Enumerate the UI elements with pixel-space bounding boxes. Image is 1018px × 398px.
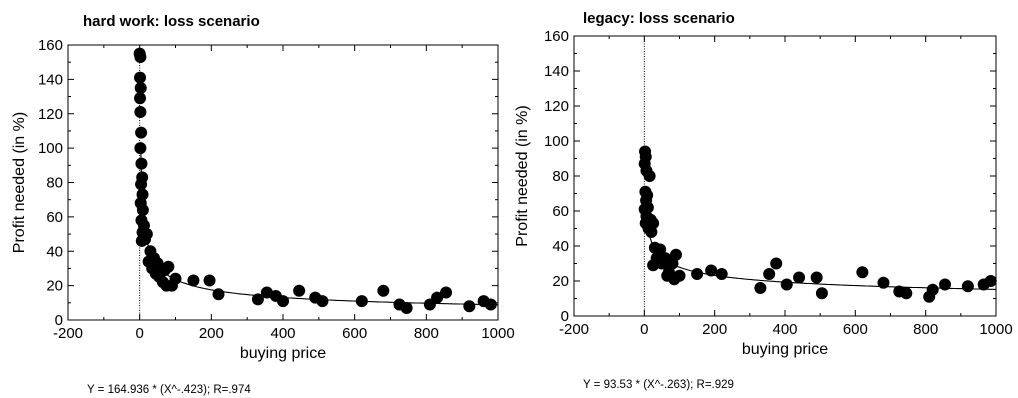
y-tick-label: 160 — [544, 28, 569, 45]
data-point — [134, 92, 147, 105]
data-point — [134, 142, 147, 155]
data-point — [900, 287, 913, 300]
data-point — [135, 178, 148, 191]
y-tick-label: 160 — [38, 37, 63, 54]
x-tick-label: 200 — [702, 321, 727, 338]
y-tick-label: 0 — [55, 312, 63, 329]
data-point — [645, 226, 658, 238]
plot-frame — [67, 44, 499, 321]
data-point — [810, 271, 823, 284]
data-point — [316, 295, 329, 308]
data-point — [187, 274, 200, 287]
data-point — [162, 260, 175, 273]
chart-title: legacy: loss scenario — [583, 10, 735, 27]
y-axis-label: Profit needed (in %) — [11, 112, 28, 253]
data-point — [212, 288, 225, 301]
data-point — [705, 264, 718, 277]
data-point — [815, 287, 828, 300]
data-point — [643, 170, 656, 182]
y-tick-label: 120 — [38, 106, 63, 123]
data-point — [400, 301, 413, 314]
x-tick-label: 0 — [640, 321, 648, 338]
data-point — [134, 71, 147, 84]
x-tick-label: 0 — [135, 325, 143, 342]
y-tick-label: 140 — [544, 63, 569, 80]
data-point — [770, 257, 783, 270]
y-tick-label: 100 — [544, 133, 569, 150]
data-point — [134, 81, 147, 94]
y-tick-label: 100 — [38, 140, 63, 157]
data-point — [691, 268, 704, 280]
data-point — [984, 275, 997, 287]
data-point — [135, 157, 148, 170]
x-tick-label: -200 — [559, 321, 589, 338]
data-point — [877, 276, 890, 289]
data-point — [780, 278, 793, 291]
data-point — [856, 266, 869, 279]
x-tick-label: 400 — [772, 321, 797, 338]
y-tick-label: 80 — [552, 168, 569, 185]
data-point — [754, 282, 767, 294]
y-tick-label: 120 — [544, 98, 569, 115]
x-tick-label: 1000 — [481, 325, 514, 342]
data-point — [793, 271, 806, 284]
data-point — [715, 268, 728, 280]
data-point — [355, 295, 368, 308]
data-point — [463, 300, 476, 313]
x-tick-label: 600 — [843, 321, 868, 338]
y-tick-label: 40 — [46, 243, 63, 260]
plot-frame — [573, 35, 997, 317]
data-point — [251, 293, 264, 306]
data-point — [293, 284, 306, 297]
data-point — [139, 233, 152, 246]
x-axis-label: buying price — [240, 345, 326, 362]
x-tick-label: -200 — [53, 325, 83, 342]
data-point — [926, 283, 939, 296]
data-point — [961, 280, 974, 293]
fit-equation: Y = 93.53 * (X^-.263); R=.929 — [583, 379, 734, 391]
y-tick-label: 60 — [46, 209, 63, 226]
data-point — [203, 274, 216, 287]
y-tick-label: 0 — [561, 308, 569, 325]
data-point — [169, 272, 182, 285]
x-tick-label: 400 — [270, 325, 295, 342]
data-point — [135, 126, 148, 139]
y-tick-label: 80 — [46, 175, 63, 192]
data-point — [134, 51, 147, 64]
y-axis-label: Profit needed (in %) — [514, 105, 531, 246]
data-point — [377, 284, 390, 297]
data-point — [277, 295, 289, 308]
data-point — [669, 248, 682, 261]
data-point — [431, 291, 444, 304]
x-axis-label: buying price — [742, 341, 828, 358]
x-tick-label: 200 — [199, 325, 224, 342]
data-point — [136, 204, 149, 216]
y-tick-label: 20 — [552, 273, 569, 290]
y-tick-label: 140 — [38, 71, 63, 88]
data-point — [134, 106, 147, 119]
data-point — [763, 268, 776, 280]
y-tick-label: 40 — [552, 238, 569, 255]
x-tick-label: 800 — [913, 321, 938, 338]
data-point — [440, 286, 453, 299]
x-tick-label: 1000 — [979, 321, 1012, 338]
chart-title: hard work: loss scenario — [83, 13, 260, 30]
x-tick-label: 800 — [414, 325, 439, 342]
data-point — [939, 278, 952, 291]
data-point — [655, 257, 668, 270]
data-point — [673, 269, 686, 282]
y-tick-label: 60 — [552, 203, 569, 220]
y-tick-label: 20 — [46, 278, 63, 295]
data-point — [484, 298, 497, 311]
fit-equation: Y = 164.936 * (X^-.423); R=.974 — [87, 384, 251, 396]
x-tick-label: 600 — [342, 325, 367, 342]
